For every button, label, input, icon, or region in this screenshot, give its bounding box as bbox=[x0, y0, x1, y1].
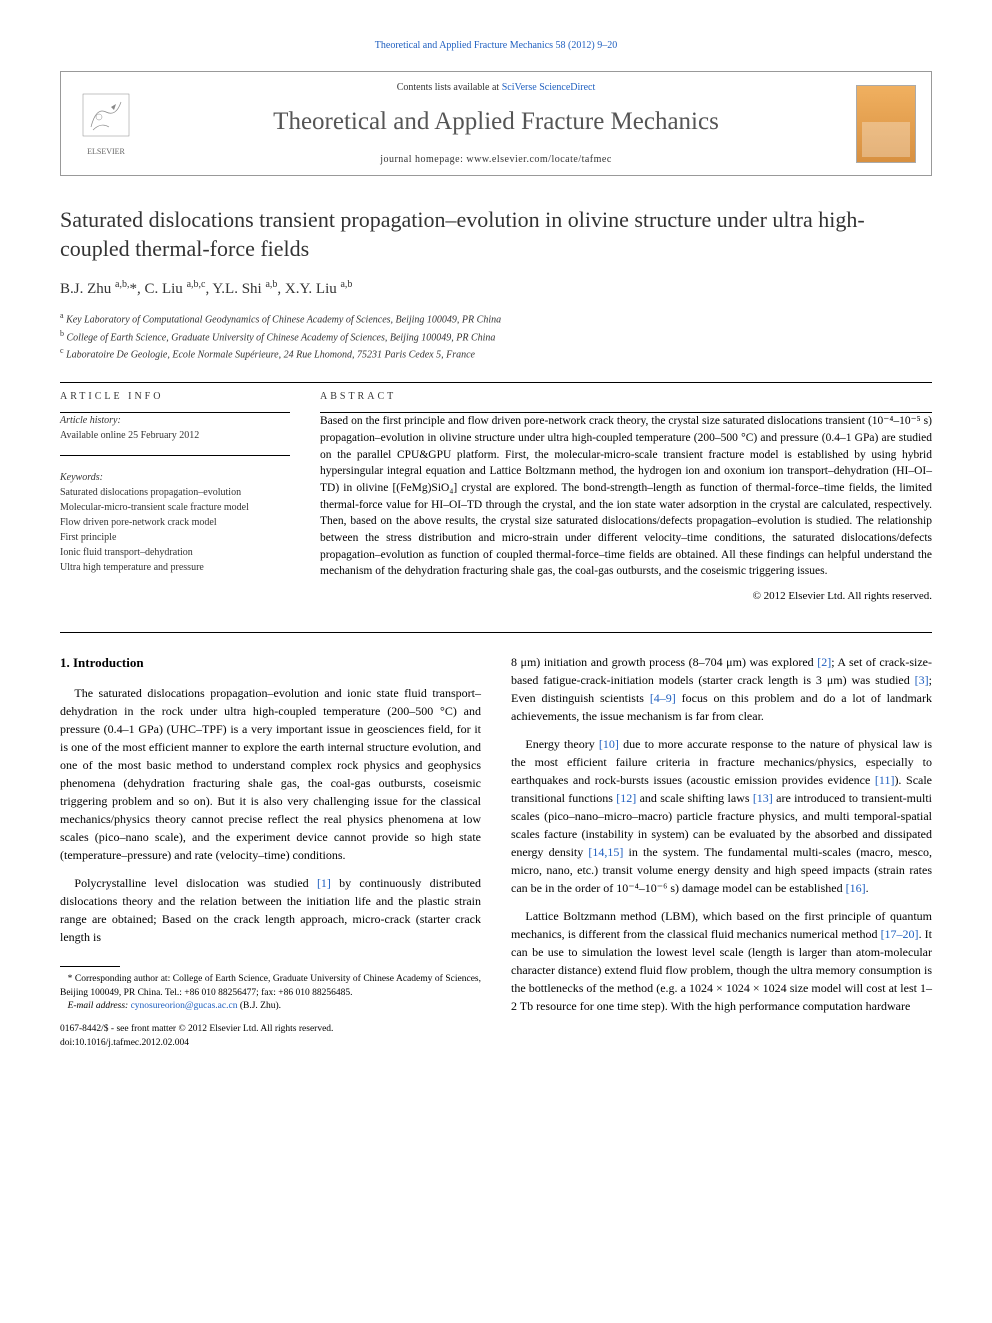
ref-link-16[interactable]: [16] bbox=[846, 881, 866, 895]
keywords-list: Saturated dislocations propagation–evolu… bbox=[60, 485, 290, 575]
keyword-item: Ultra high temperature and pressure bbox=[60, 560, 290, 575]
ref-link-12[interactable]: [12] bbox=[616, 791, 636, 805]
keyword-item: Ionic fluid transport–dehydration bbox=[60, 545, 290, 560]
keyword-item: Molecular-micro-transient scale fracture… bbox=[60, 500, 290, 515]
elsevier-logo: ELSEVIER bbox=[76, 89, 136, 159]
intro-paragraph-5: Lattice Boltzmann method (LBM), which ba… bbox=[511, 907, 932, 1015]
abstract-label: ABSTRACT bbox=[320, 391, 932, 402]
history-text: Available online 25 February 2012 bbox=[60, 428, 290, 443]
ref-link-2[interactable]: [2] bbox=[817, 655, 831, 669]
keyword-item: Flow driven pore-network crack model bbox=[60, 515, 290, 530]
doi-line: doi:10.1016/j.tafmec.2012.02.004 bbox=[60, 1037, 481, 1050]
body-column-right: 8 μm) initiation and growth process (8–7… bbox=[511, 653, 932, 1050]
citation-link[interactable]: Theoretical and Applied Fracture Mechani… bbox=[375, 40, 617, 51]
citation-line: Theoretical and Applied Fracture Mechani… bbox=[60, 40, 932, 51]
sciencedirect-link[interactable]: SciVerse ScienceDirect bbox=[502, 82, 596, 93]
intro-paragraph-1: The saturated dislocations propagation–e… bbox=[60, 684, 481, 864]
authors-line: B.J. Zhu a,b,*, C. Liu a,b,c, Y.L. Shi a… bbox=[60, 279, 932, 298]
intro-paragraph-4: Energy theory [10] due to more accurate … bbox=[511, 735, 932, 897]
keyword-item: Saturated dislocations propagation–evolu… bbox=[60, 485, 290, 500]
ref-link-3[interactable]: [3] bbox=[915, 673, 929, 687]
affiliation-a: Key Laboratory of Computational Geodynam… bbox=[66, 315, 501, 326]
contents-line: Contents lists available at SciVerse Sci… bbox=[151, 82, 841, 93]
section-heading-intro: 1. Introduction bbox=[60, 653, 481, 673]
article-title: Saturated dislocations transient propaga… bbox=[60, 206, 932, 263]
keyword-item: First principle bbox=[60, 530, 290, 545]
email-link[interactable]: cynosureorion@gucas.ac.cn bbox=[131, 1001, 238, 1011]
homepage-line: journal homepage: www.elsevier.com/locat… bbox=[151, 154, 841, 165]
contents-prefix: Contents lists available at bbox=[397, 82, 502, 93]
ref-link-13[interactable]: [13] bbox=[753, 791, 773, 805]
affiliation-c: Laboratoire De Geologie, Ecole Normale S… bbox=[66, 349, 475, 360]
journal-header: ELSEVIER Contents lists available at Sci… bbox=[60, 71, 932, 176]
intro-paragraph-3: 8 μm) initiation and growth process (8–7… bbox=[511, 653, 932, 725]
keywords-label: Keywords: bbox=[60, 470, 290, 485]
journal-name: Theoretical and Applied Fracture Mechani… bbox=[151, 108, 841, 136]
elsevier-label: ELSEVIER bbox=[87, 147, 125, 156]
journal-cover-thumbnail bbox=[856, 85, 916, 163]
affiliation-b: College of Earth Science, Graduate Unive… bbox=[67, 332, 496, 343]
ref-link-14-15[interactable]: [14,15] bbox=[588, 845, 623, 859]
ref-link-4-9[interactable]: [4–9] bbox=[650, 691, 676, 705]
email-label: E-mail address: bbox=[68, 1001, 131, 1011]
history-label: Article history: bbox=[60, 413, 290, 428]
intro-paragraph-2: Polycrystalline level dislocation was st… bbox=[60, 874, 481, 946]
email-attrib: (B.J. Zhu). bbox=[237, 1001, 281, 1011]
ref-link-17-20[interactable]: [17–20] bbox=[881, 927, 919, 941]
homepage-url[interactable]: www.elsevier.com/locate/tafmec bbox=[466, 154, 611, 165]
ref-link-10[interactable]: [10] bbox=[599, 737, 619, 751]
body-column-left: 1. Introduction The saturated dislocatio… bbox=[60, 653, 481, 1050]
abstract-text: Based on the first principle and flow dr… bbox=[320, 413, 932, 580]
homepage-prefix: journal homepage: bbox=[380, 154, 466, 165]
ref-link-11[interactable]: [11] bbox=[875, 773, 895, 787]
ref-link-1[interactable]: [1] bbox=[317, 876, 331, 890]
corresponding-footnote: * Corresponding author at: College of Ea… bbox=[60, 973, 481, 1000]
doi-block: 0167-8442/$ - see front matter © 2012 El… bbox=[60, 1023, 481, 1050]
article-info-label: ARTICLE INFO bbox=[60, 391, 290, 402]
affiliations: a Key Laboratory of Computational Geodyn… bbox=[60, 310, 932, 362]
front-matter-line: 0167-8442/$ - see front matter © 2012 El… bbox=[60, 1023, 481, 1036]
email-footnote: E-mail address: cynosureorion@gucas.ac.c… bbox=[60, 1000, 481, 1013]
copyright-line: © 2012 Elsevier Ltd. All rights reserved… bbox=[320, 590, 932, 602]
